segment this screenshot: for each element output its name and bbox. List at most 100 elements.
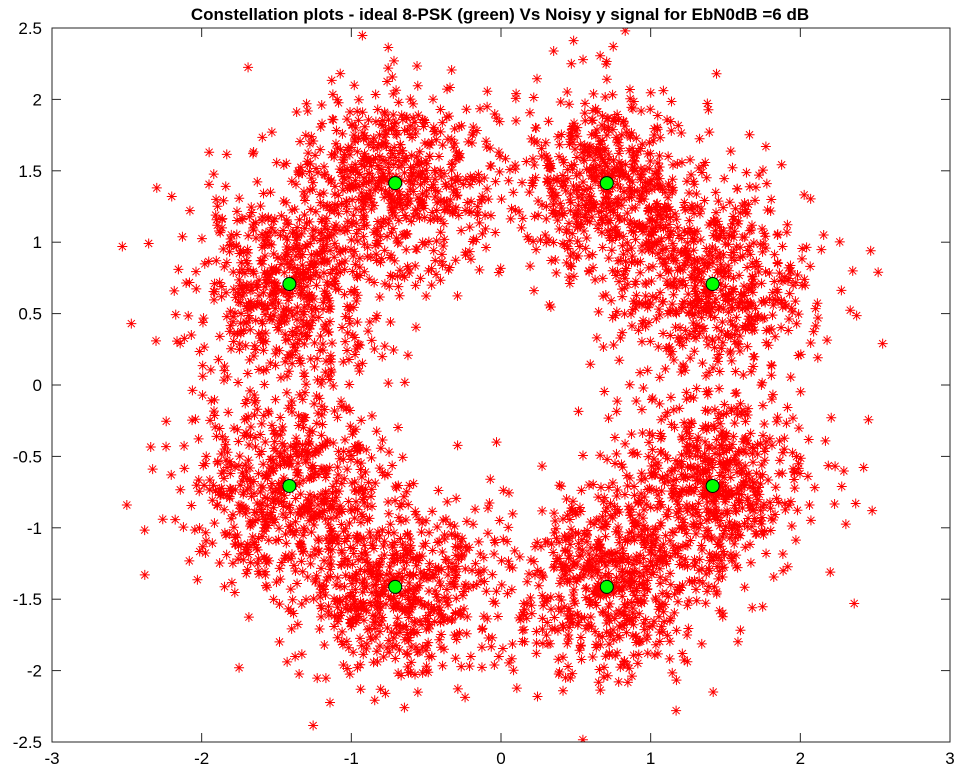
noisy-point (400, 153, 411, 164)
noisy-point (627, 630, 638, 641)
noisy-point (238, 489, 249, 500)
noisy-point (564, 272, 575, 283)
noisy-point (235, 328, 246, 339)
noisy-point (263, 406, 274, 417)
noisy-point (605, 205, 616, 216)
noisy-point (281, 303, 292, 314)
noisy-point (639, 492, 650, 503)
noisy-point (618, 269, 629, 280)
noisy-point (528, 92, 539, 103)
noisy-point (372, 602, 383, 613)
noisy-point (701, 515, 712, 526)
noisy-point (424, 527, 435, 538)
noisy-point (810, 320, 821, 331)
noisy-point (306, 527, 317, 538)
noisy-point (586, 621, 597, 632)
noisy-point (803, 434, 814, 445)
noisy-point (327, 264, 338, 275)
noisy-point (780, 504, 791, 515)
noisy-point (710, 494, 721, 505)
noisy-point (432, 537, 443, 548)
noisy-point (436, 564, 447, 575)
noisy-point (751, 498, 762, 509)
noisy-point (750, 195, 761, 206)
noisy-point (281, 197, 292, 208)
noisy-point (361, 643, 372, 654)
noisy-point (433, 485, 444, 496)
noisy-point (629, 490, 640, 501)
noisy-point (216, 449, 227, 460)
noisy-point (405, 667, 416, 678)
noisy-point (657, 258, 668, 269)
noisy-point (290, 328, 301, 339)
noisy-point (325, 697, 336, 708)
noisy-point (403, 499, 414, 510)
noisy-point (311, 163, 322, 174)
noisy-point (332, 94, 343, 105)
noisy-point (235, 297, 246, 308)
noisy-point (718, 225, 729, 236)
noisy-point (614, 507, 625, 518)
noisy-point (660, 450, 671, 461)
noisy-point (671, 474, 682, 485)
noisy-point (217, 431, 228, 442)
noisy-point (302, 156, 313, 167)
noisy-point (415, 179, 426, 190)
noisy-point (372, 104, 383, 115)
noisy-point (619, 121, 630, 132)
noisy-point (687, 509, 698, 520)
noisy-point (234, 344, 245, 355)
noisy-point (404, 129, 415, 140)
noisy-point (204, 475, 215, 486)
noisy-point (391, 620, 402, 631)
noisy-point (729, 538, 740, 549)
noisy-point (685, 297, 696, 308)
noisy-point (322, 571, 333, 582)
noisy-point (286, 553, 297, 564)
noisy-point (718, 431, 729, 442)
noisy-point (487, 569, 498, 580)
noisy-point (555, 198, 566, 209)
noisy-point (611, 306, 622, 317)
noisy-point (229, 587, 240, 598)
noisy-point (585, 141, 596, 152)
noisy-point (805, 261, 816, 272)
noisy-point (452, 542, 463, 553)
noisy-point (335, 167, 346, 178)
noisy-point (245, 476, 256, 487)
noisy-point (586, 571, 597, 582)
noisy-point (686, 169, 697, 180)
noisy-point (228, 423, 239, 434)
noisy-point (386, 202, 397, 213)
noisy-point (289, 204, 300, 215)
noisy-point (291, 439, 302, 450)
noisy-point (258, 459, 269, 470)
noisy-point (675, 552, 686, 563)
noisy-point (736, 463, 747, 474)
noisy-point (415, 273, 426, 284)
noisy-point (621, 263, 632, 274)
noisy-point (503, 556, 514, 567)
noisy-point (308, 225, 319, 236)
noisy-point (627, 251, 638, 262)
noisy-point (371, 586, 382, 597)
noisy-point (641, 499, 652, 510)
noisy-point (241, 282, 252, 293)
noisy-point (253, 468, 264, 479)
noisy-point (732, 467, 743, 478)
noisy-point (597, 110, 608, 121)
x-tick-label: 2 (796, 749, 805, 768)
noisy-point (651, 485, 662, 496)
noisy-point (304, 425, 315, 436)
noisy-point (264, 314, 275, 325)
noisy-point (601, 130, 612, 141)
noisy-point (474, 264, 485, 275)
noisy-point (410, 322, 421, 333)
noisy-point (726, 355, 737, 366)
noisy-point (350, 349, 361, 360)
noisy-point (419, 212, 430, 223)
noisy-point (243, 264, 254, 275)
noisy-point (730, 560, 741, 571)
noisy-point (745, 557, 756, 568)
noisy-point (325, 316, 336, 327)
